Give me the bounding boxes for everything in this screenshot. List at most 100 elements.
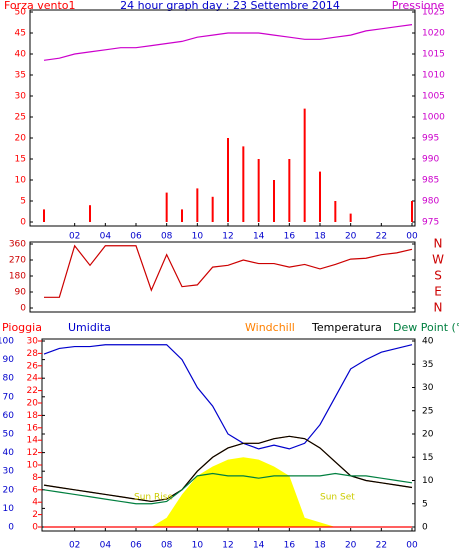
legend-label: Dew Point (°C (393, 321, 459, 334)
y2-tick-label: 35 (422, 360, 433, 370)
y-tick-label: 0 (20, 218, 26, 228)
x-tick-label: 18 (314, 232, 326, 242)
y-tick-label: 20 (15, 134, 27, 144)
y-tick-label: 45 (15, 29, 26, 39)
y-tick-label: 50 (3, 430, 15, 440)
y-tick-label: 30 (3, 467, 15, 477)
series-line (43, 344, 413, 450)
y2-tick-label: 995 (422, 134, 439, 144)
y2-tick-label: E (434, 285, 442, 299)
plot-frame (29, 9, 416, 227)
y2-tick-label: 10 (422, 476, 434, 486)
y2-tick-label: 30 (422, 383, 434, 393)
legend-label: Umidita (68, 321, 111, 334)
y2-tick-label: 25 (422, 406, 433, 416)
x-tick-label: 00 (406, 541, 418, 551)
x-tick-label: 12 (222, 232, 233, 242)
y-tick-label: 35 (15, 71, 26, 81)
y-tick-label: 25 (15, 113, 26, 123)
y2-tick-label: 0 (422, 523, 428, 533)
x-tick-label: 12 (222, 541, 233, 551)
series-line (44, 244, 413, 298)
y3-tick-label: 28 (27, 349, 39, 359)
y2-tick-label: N (434, 237, 443, 251)
series-line (43, 472, 413, 505)
legend-pressure: Pressione (392, 0, 445, 12)
y-tick-label: 0 (8, 523, 14, 533)
y3-tick-label: 16 (27, 423, 39, 433)
y3-tick-label: 14 (27, 436, 39, 446)
y3-tick-label: 20 (27, 399, 39, 409)
y2-tick-label: 975 (422, 218, 439, 228)
y2-tick-label: 985 (422, 176, 439, 186)
x-tick-label: 04 (100, 541, 112, 551)
y-tick-label: 0 (20, 304, 26, 314)
y2-tick-label: 990 (422, 155, 439, 165)
x-tick-label: 08 (161, 541, 173, 551)
y2-tick-label: 1020 (422, 29, 445, 39)
y3-tick-label: 0 (32, 523, 38, 533)
y-tick-label: 270 (9, 256, 26, 266)
x-tick-label: 22 (376, 232, 387, 242)
chart-title: 24 hour graph day : 23 Settembre 2014 (120, 0, 340, 12)
y2-tick-label: 1025 (422, 8, 445, 18)
y2-tick-label: 980 (422, 197, 439, 207)
x-tick-label: 14 (253, 541, 265, 551)
y-tick-label: 30 (15, 92, 27, 102)
x-tick-label: 06 (130, 232, 142, 242)
y-tick-label: 40 (3, 448, 15, 458)
y2-tick-label: 15 (422, 453, 433, 463)
y3-tick-label: 2 (32, 510, 38, 520)
annotation: Sun Rise (134, 493, 173, 503)
y-tick-label: 360 (9, 240, 26, 250)
y-tick-label: 80 (3, 374, 15, 384)
y-tick-label: 70 (3, 392, 15, 402)
y3-tick-label: 26 (27, 361, 39, 371)
x-tick-label: 10 (192, 232, 204, 242)
y3-tick-label: 4 (32, 498, 38, 508)
y2-tick-label: 1000 (422, 113, 445, 123)
x-tick-label: 20 (345, 232, 357, 242)
x-tick-label: 14 (253, 232, 265, 242)
y3-tick-label: 24 (27, 374, 39, 384)
x-tick-label: 18 (314, 541, 326, 551)
y-tick-label: 5 (20, 197, 26, 207)
y-tick-label: 10 (3, 504, 15, 514)
y-tick-label: 15 (15, 155, 26, 165)
legend-label: Windchill (245, 321, 295, 334)
y2-tick-label: S (434, 269, 442, 283)
y-tick-label: 90 (3, 355, 15, 365)
y-tick-label: 20 (3, 485, 15, 495)
x-tick-label: 08 (161, 232, 173, 242)
x-tick-label: 16 (284, 232, 296, 242)
y-tick-label: 90 (15, 288, 27, 298)
y2-tick-label: 1005 (422, 92, 445, 102)
annotation: Sun Set (320, 493, 355, 503)
y-tick-label: 180 (9, 272, 26, 282)
y3-tick-label: 18 (27, 411, 39, 421)
y3-tick-label: 22 (27, 386, 38, 396)
radiation-area (44, 457, 412, 527)
y-tick-label: 10 (15, 176, 27, 186)
x-tick-label: 02 (69, 541, 80, 551)
y2-tick-label: N (434, 301, 443, 315)
y3-tick-label: 12 (27, 448, 38, 458)
y3-tick-label: 6 (32, 485, 38, 495)
x-tick-label: 20 (345, 541, 357, 551)
x-tick-label: 06 (130, 541, 142, 551)
y-tick-label: 60 (3, 411, 15, 421)
x-tick-label: 02 (69, 232, 80, 242)
legend-wind: Forza vento1 (4, 0, 76, 12)
y2-tick-label: 20 (422, 430, 434, 440)
x-tick-label: 04 (100, 232, 112, 242)
x-tick-label: 22 (376, 541, 387, 551)
y-tick-label: 40 (15, 50, 27, 60)
y-tick-label: 50 (15, 8, 27, 18)
y2-tick-label: 40 (422, 337, 434, 347)
y3-tick-label: 8 (32, 473, 38, 483)
y3-tick-label: 30 (27, 337, 39, 347)
x-tick-label: 16 (284, 541, 296, 551)
y2-tick-label: W (432, 253, 444, 267)
y2-tick-label: 5 (422, 499, 428, 509)
